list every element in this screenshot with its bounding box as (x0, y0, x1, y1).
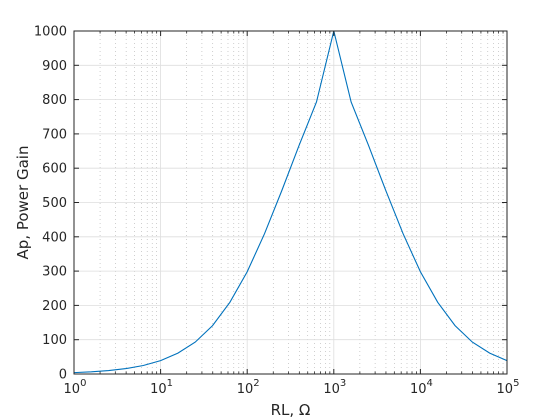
x-tick-label: 100 (64, 378, 87, 397)
y-tick-labels: 0 100 200 300 400 500 600 700 800 900 1000 (34, 25, 67, 383)
y-tick-label: 0 (59, 368, 67, 383)
y-tick-label: 500 (42, 196, 67, 211)
y-tick-label: 1000 (34, 25, 67, 40)
x-tick-label: 101 (150, 378, 173, 397)
y-tick-label: 600 (42, 162, 67, 177)
y-tick-label: 100 (42, 333, 67, 348)
series-layer (73, 30, 508, 374)
y-axis-label: Ap, Power Gain (14, 146, 32, 260)
major-grid (73, 30, 508, 375)
y-tick-label: 300 (42, 265, 67, 280)
series-line (73, 30, 508, 374)
x-axis-label: RL, Ω (271, 401, 311, 419)
x-tick-label: 102 (237, 378, 260, 397)
y-tick-label: 900 (42, 59, 67, 74)
y-tick-label: 200 (42, 299, 67, 314)
axis-ticks (73, 30, 508, 375)
x-tick-labels: 100 101 102 103 104 105 (64, 378, 520, 397)
y-tick-label: 700 (42, 127, 67, 142)
x-tick-label: 103 (323, 378, 346, 397)
y-tick-label: 400 (42, 230, 67, 245)
x-tick-label: 105 (497, 378, 520, 397)
y-tick-label: 800 (42, 93, 67, 108)
x-tick-label: 104 (410, 378, 433, 397)
